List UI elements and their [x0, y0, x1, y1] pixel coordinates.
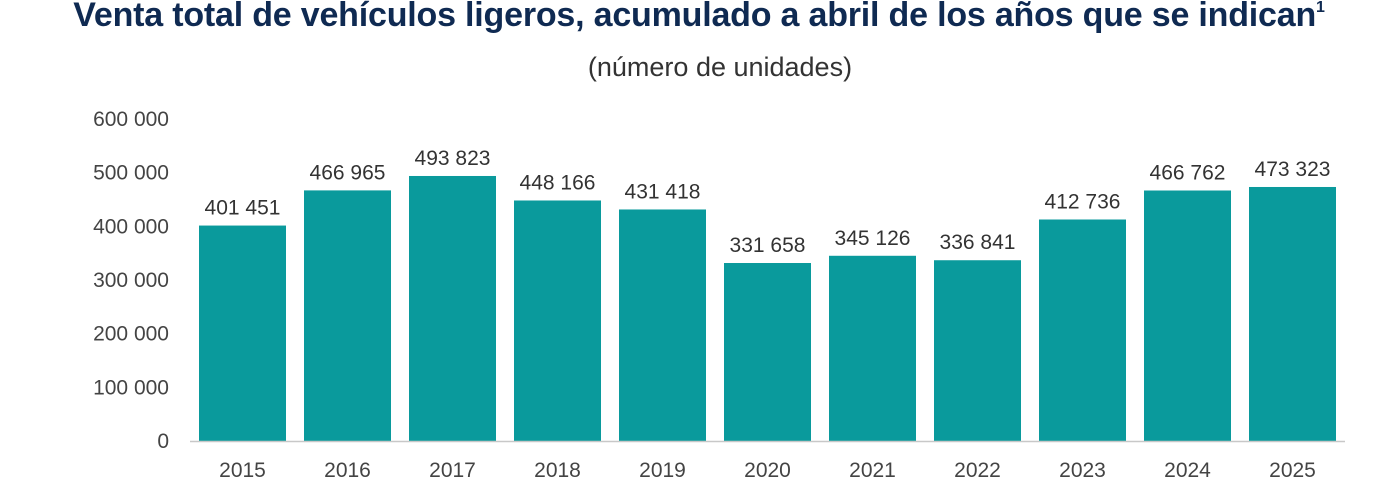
data-label-2016: 466 965 [310, 161, 386, 184]
data-label-2015: 401 451 [205, 197, 281, 220]
bar-2022 [934, 260, 1021, 441]
x-tick-label-2025: 2025 [1269, 459, 1316, 482]
x-tick-label-2017: 2017 [429, 459, 476, 482]
bar-2015 [199, 225, 286, 441]
data-label-2023: 412 736 [1045, 190, 1121, 213]
bar-2019 [619, 209, 706, 441]
data-label-2022: 336 841 [940, 231, 1016, 254]
bar-2018 [514, 200, 601, 441]
bar-2021 [829, 255, 916, 441]
bars [199, 175, 1336, 441]
chart-title-text: Venta total de vehículos ligeros, acumul… [73, 0, 1317, 34]
y-tick-label: 200 000 [93, 323, 169, 346]
x-tick-label-2020: 2020 [744, 459, 791, 482]
y-tick-label: 100 000 [93, 376, 169, 399]
x-tick-label-2016: 2016 [324, 459, 371, 482]
bar-2024 [1144, 190, 1231, 441]
chart-subtitle: (número de unidades) [587, 52, 853, 82]
x-tick-label-2018: 2018 [534, 459, 581, 482]
y-axis: 0 100 000 200 000 300 000 400 000 500 000 600 … [93, 108, 169, 453]
bar-2023 [1039, 219, 1126, 441]
y-tick-label: 0 [157, 430, 169, 453]
data-label-2025: 473 323 [1255, 158, 1331, 181]
data-label-2019: 431 418 [625, 180, 701, 203]
data-label-2021: 345 126 [835, 227, 911, 250]
x-tick-label-2019: 2019 [639, 459, 686, 482]
bar-2020 [724, 263, 811, 441]
title-footnote-marker: 1 [1316, 0, 1325, 16]
x-tick-label-2015: 2015 [219, 459, 266, 482]
y-tick-label: 400 000 [93, 215, 169, 238]
x-tick-label-2024: 2024 [1164, 459, 1211, 482]
chart-title: Venta total de vehículos ligeros, acumul… [0, 0, 1398, 35]
x-tick-label-2021: 2021 [849, 459, 896, 482]
bar-2025 [1249, 186, 1336, 441]
data-label-2017: 493 823 [415, 147, 491, 170]
data-label-2020: 331 658 [730, 234, 806, 257]
y-tick-label: 300 000 [93, 269, 169, 292]
x-axis: 2015 2016 2017 2018 2019 2020 2021 2022 2023 2024… [190, 440, 1345, 482]
y-tick-label: 500 000 [93, 162, 169, 185]
data-labels: 401 451 466 965 493 823 448 166 431 418 331 6… [205, 147, 1331, 257]
data-label-2018: 448 166 [520, 171, 596, 194]
bar-2016 [304, 190, 391, 441]
y-tick-label: 600 000 [93, 108, 169, 131]
x-tick-label-2023: 2023 [1059, 459, 1106, 482]
bar-2017 [409, 175, 496, 441]
x-tick-label-2022: 2022 [954, 459, 1001, 482]
data-label-2024: 466 762 [1150, 162, 1226, 185]
